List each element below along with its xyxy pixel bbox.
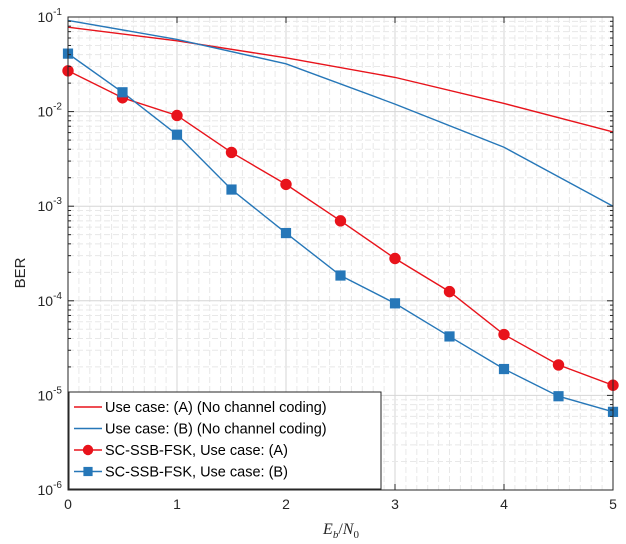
marker-square bbox=[389, 298, 401, 309]
marker-square bbox=[498, 363, 510, 375]
marker-square bbox=[171, 129, 183, 140]
x-tick-labels: 0 1 2 3 4 5 bbox=[64, 496, 617, 512]
x-tick-label: 2 bbox=[282, 496, 290, 512]
y-tick-label: 10-1 bbox=[38, 7, 63, 25]
y-tick-label: 10-2 bbox=[38, 102, 63, 120]
marker-circle bbox=[334, 215, 347, 227]
marker-circle bbox=[498, 328, 510, 341]
marker-square bbox=[117, 87, 128, 98]
marker-circle bbox=[443, 285, 456, 298]
marker-square bbox=[553, 391, 564, 402]
series-line-2 bbox=[67, 19, 614, 207]
legend: Use case: (A) (No channel coding) Use cas… bbox=[68, 391, 382, 490]
legend-label-3: SC-SSB-FSK, Use case: (A) bbox=[105, 443, 288, 459]
x-tick-label: 5 bbox=[609, 496, 617, 512]
marker-circle bbox=[552, 359, 565, 371]
x-axis-label: Eb/N0 bbox=[322, 521, 359, 541]
legend-label-1: Use case: (A) (No channel coding) bbox=[105, 400, 327, 416]
y-tick-label: 10-4 bbox=[38, 291, 63, 309]
series-line-1 bbox=[67, 26, 614, 133]
legend-label-2: Use case: (B) (No channel coding) bbox=[105, 422, 327, 438]
y-axis-label: BER bbox=[12, 257, 29, 288]
x-tick-label: 0 bbox=[64, 496, 72, 512]
y-tick-label: 10-3 bbox=[38, 196, 63, 214]
y-tick-label: 10-6 bbox=[38, 480, 63, 498]
y-tick-labels: 10-6 10-5 10-4 10-3 10-2 10-1 bbox=[38, 7, 63, 498]
marker-square bbox=[226, 184, 237, 195]
x-tick-label: 4 bbox=[500, 496, 508, 512]
marker-circle bbox=[225, 146, 238, 159]
marker-circle bbox=[171, 109, 183, 122]
marker-circle bbox=[389, 252, 401, 265]
marker-square bbox=[444, 331, 455, 342]
x-tick-label: 1 bbox=[173, 496, 181, 512]
y-tick-label: 10-5 bbox=[38, 385, 63, 403]
legend-box bbox=[68, 391, 382, 490]
marker-circle bbox=[280, 178, 292, 191]
marker-square bbox=[335, 270, 346, 281]
legend-marker-square bbox=[83, 466, 93, 477]
legend-marker-circle bbox=[82, 444, 94, 456]
x-tick-label: 3 bbox=[391, 496, 399, 512]
legend-label-4: SC-SSB-FSK, Use case: (B) bbox=[105, 465, 288, 481]
marker-square bbox=[280, 227, 292, 239]
axes-frame bbox=[67, 16, 614, 491]
